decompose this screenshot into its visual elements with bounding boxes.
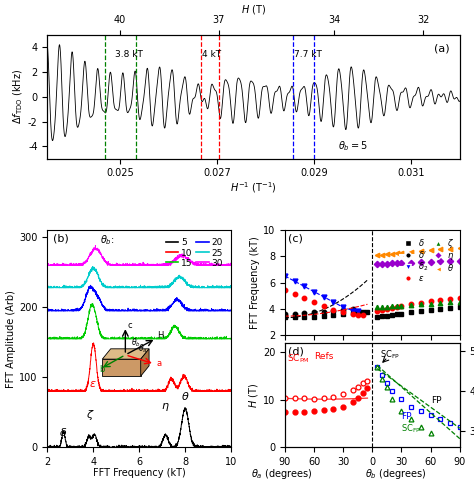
X-axis label: $H\ (\mathrm{T})$: $H\ (\mathrm{T})$ [241,3,266,16]
Text: (a): (a) [434,43,449,54]
Y-axis label: FFT Amplitude (Arb): FFT Amplitude (Arb) [7,290,17,388]
Text: $\theta_b$ (degrees): $\theta_b$ (degrees) [365,467,427,481]
Text: 3.8 kT: 3.8 kT [115,50,143,59]
Text: FP: FP [401,412,412,421]
Text: $\varepsilon$: $\varepsilon$ [89,379,96,389]
Text: (c): (c) [288,234,303,244]
Text: (b): (b) [53,234,69,244]
Text: Refs: Refs [314,352,333,361]
Text: $\theta_b$:: $\theta_b$: [100,234,114,248]
Text: $\zeta$: $\zeta$ [86,408,95,422]
Y-axis label: $H$ (T): $H$ (T) [247,383,260,408]
Y-axis label: $\Delta f_{\mathrm{TDO}}\ (\mathrm{kHz})$: $\Delta f_{\mathrm{TDO}}\ (\mathrm{kHz})… [11,69,25,124]
Text: $\theta_b = 5$: $\theta_b = 5$ [338,139,368,153]
Text: $\theta$: $\theta$ [181,390,190,402]
Text: 7.7 kT: 7.7 kT [294,50,322,59]
Text: SC$_{\rm FP}$: SC$_{\rm FP}$ [380,348,400,360]
Y-axis label: FFT Frequency (kT): FFT Frequency (kT) [250,236,260,329]
X-axis label: $H^{-1}\ (\mathrm{T}^{-1})$: $H^{-1}\ (\mathrm{T}^{-1})$ [230,180,277,195]
X-axis label: FFT Frequency (kT): FFT Frequency (kT) [93,468,186,479]
Legend: 5, 10, 15, 20, 25, 30: 5, 10, 15, 20, 25, 30 [162,235,227,271]
Text: (d): (d) [288,346,304,356]
Text: $\theta_a$ (degrees): $\theta_a$ (degrees) [251,467,313,481]
Text: SC$_{\rm PM}$: SC$_{\rm PM}$ [287,352,310,365]
Text: SC$_{\rm FP}$: SC$_{\rm FP}$ [401,422,421,435]
Text: FP: FP [430,396,441,405]
Legend: $\delta$, $\delta'$, $\delta_2$, $\varepsilon$, $\zeta$, $\eta$, $\theta$: $\delta$, $\delta'$, $\delta_2$, $\varep… [397,234,457,286]
Text: 4 kT: 4 kT [201,50,221,59]
Text: $\eta$: $\eta$ [161,401,170,413]
Text: $\delta$: $\delta$ [59,426,68,438]
